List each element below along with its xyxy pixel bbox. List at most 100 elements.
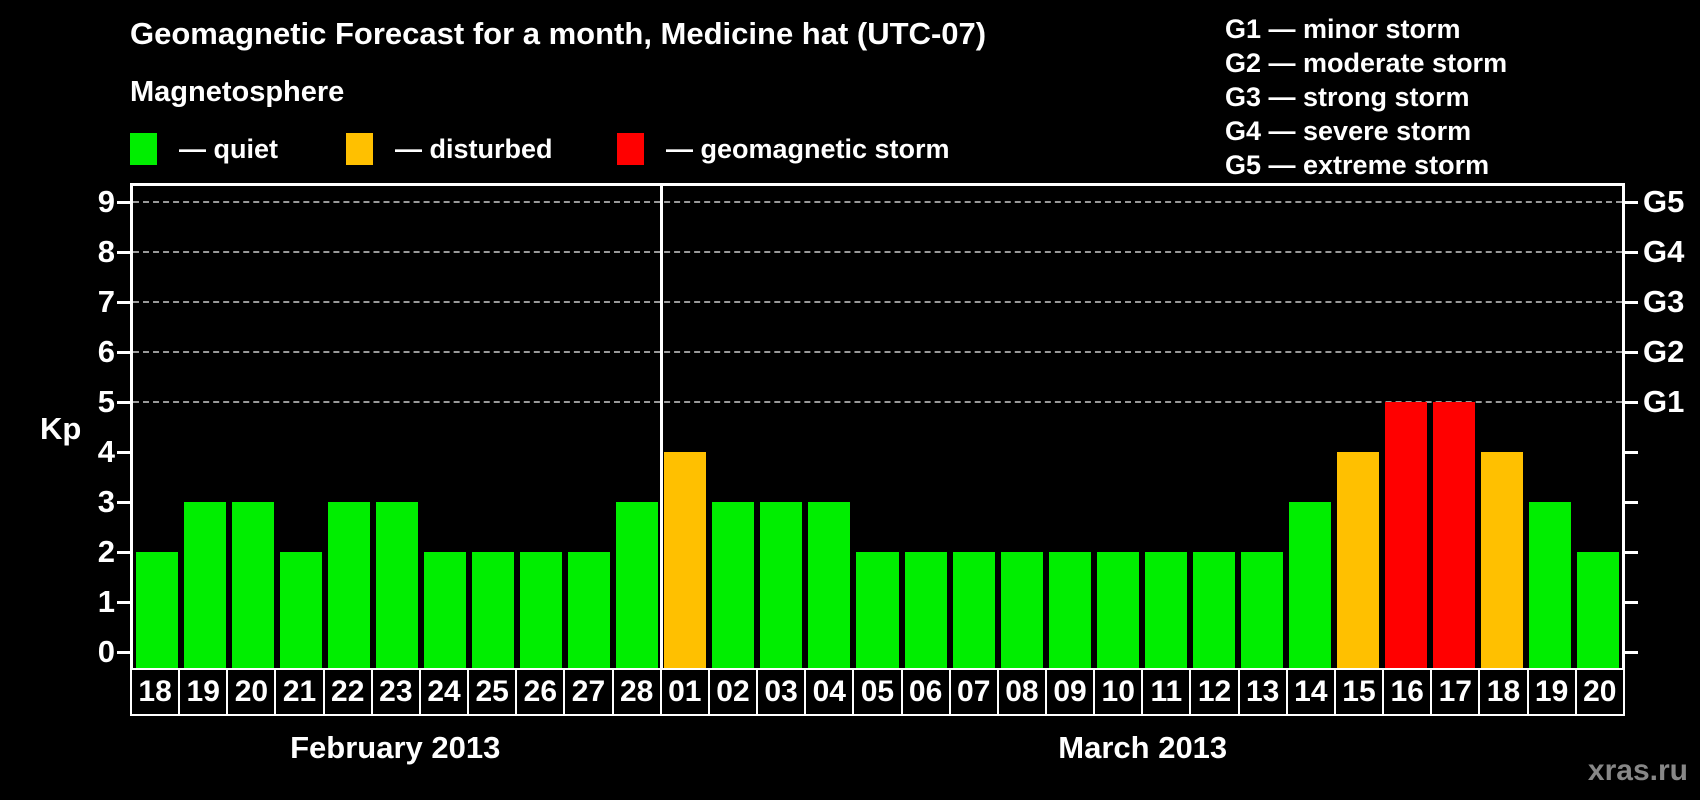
month-boundary-line — [659, 186, 663, 668]
day-axis-row: 18 19 20 21 22 23 24 25 26 27 28 01 02 03 04 05 06 07 08 09… — [130, 668, 1625, 716]
y-tick-label: 3 — [97, 484, 115, 519]
day-label-cell: 07 — [948, 668, 999, 716]
day-label-cell: 19 — [178, 668, 229, 716]
legend-item-disturbed: — disturbed — [346, 133, 553, 165]
kp-bar — [1240, 552, 1283, 668]
plot-area — [130, 183, 1625, 668]
y-axis-tick-right — [1625, 551, 1638, 554]
day-label-cell: 28 — [611, 668, 662, 716]
y-axis-tick-left — [117, 351, 130, 354]
kp-bar — [424, 552, 467, 668]
day-label-cell: 24 — [418, 668, 470, 716]
day-label-cell: 22 — [322, 668, 373, 716]
kp-bar — [1192, 552, 1235, 668]
y-axis-tick-left — [117, 551, 130, 554]
day-label-cell: 18 — [130, 668, 181, 716]
y-axis-tick-right — [1625, 251, 1638, 254]
y-tick-label: 8 — [97, 234, 115, 269]
kp-bar — [1096, 552, 1139, 668]
storm-scale-g2: G2 — moderate storm — [1225, 48, 1508, 78]
page-title: Geomagnetic Forecast for a month, Medici… — [130, 16, 987, 51]
day-label-cell: 01 — [659, 668, 710, 716]
day-label-cell: 09 — [1044, 668, 1096, 716]
y-axis-tick-right — [1625, 601, 1638, 604]
day-label-cell: 06 — [900, 668, 951, 716]
kp-gridline — [133, 301, 1622, 303]
y-tick-label: 1 — [97, 584, 115, 619]
kp-bar — [664, 452, 707, 668]
kp-gridline — [133, 201, 1622, 203]
kp-bar — [1336, 452, 1379, 668]
legend-item-quiet: — quiet — [130, 133, 278, 165]
y-axis-tick-left — [117, 501, 130, 504]
g-scale-axis-label: G1 — [1643, 384, 1685, 419]
y-axis-tick-left — [117, 651, 130, 654]
legend-label-quiet: — quiet — [179, 133, 278, 164]
quiet-color-swatch — [130, 133, 157, 165]
kp-bar — [1576, 552, 1619, 668]
y-tick-label: 5 — [97, 384, 115, 419]
kp-bar — [472, 552, 515, 668]
day-label-cell: 13 — [1237, 668, 1288, 716]
day-label-cell: 23 — [370, 668, 421, 716]
day-label-cell: 27 — [563, 668, 614, 716]
day-label-cell: 25 — [467, 668, 518, 716]
kp-bar — [136, 552, 179, 668]
y-tick-label: 2 — [97, 534, 115, 569]
kp-bar — [712, 502, 755, 668]
kp-bar — [904, 552, 947, 668]
y-axis-tick-left — [117, 401, 130, 404]
y-axis-tick-left — [117, 301, 130, 304]
kp-bar — [1480, 452, 1523, 668]
y-axis-tick-left — [117, 251, 130, 254]
y-axis-tick-right — [1625, 451, 1638, 454]
kp-gridline — [133, 251, 1622, 253]
kp-bar — [616, 502, 659, 668]
day-label-cell: 05 — [852, 668, 903, 716]
legend-item-storm: — geomagnetic storm — [617, 133, 950, 165]
storm-scale-legend: G1 — minor storm G2 — moderate storm G3 … — [1225, 12, 1507, 182]
y-axis-tick-left — [117, 451, 130, 454]
g-scale-axis-label: G5 — [1643, 184, 1685, 219]
storm-scale-g4: G4 — severe storm — [1225, 116, 1472, 146]
storm-scale-g1: G1 — minor storm — [1225, 14, 1461, 44]
y-axis-tick-left — [117, 601, 130, 604]
kp-bar — [328, 502, 371, 668]
kp-bar — [760, 502, 803, 668]
kp-bar — [1432, 402, 1475, 668]
kp-bar — [1288, 502, 1331, 668]
y-axis-tick-right — [1625, 351, 1638, 354]
y-axis-tick-left — [117, 201, 130, 204]
kp-bar — [280, 552, 323, 668]
legend-label-disturbed: — disturbed — [395, 133, 553, 164]
y-tick-label: 6 — [97, 334, 115, 369]
y-tick-label: 4 — [97, 434, 115, 469]
month-label: February 2013 — [290, 730, 501, 765]
month-label: March 2013 — [1058, 730, 1228, 765]
day-label-cell: 20 — [226, 668, 277, 716]
day-label-cell: 08 — [996, 668, 1047, 716]
y-axis-tick-right — [1625, 651, 1638, 654]
y-axis-tick-right — [1625, 401, 1638, 404]
y-tick-label: 7 — [97, 284, 115, 319]
day-label-cell: 26 — [515, 668, 566, 716]
g-scale-axis-label: G4 — [1643, 234, 1685, 269]
day-label-cell: 20 — [1574, 668, 1625, 716]
kp-bar — [568, 552, 611, 668]
kp-bar — [1048, 552, 1091, 668]
day-label-cell: 21 — [274, 668, 325, 716]
day-label-cell: 14 — [1285, 668, 1336, 716]
day-label-cell: 10 — [1093, 668, 1144, 716]
y-axis-tick-right — [1625, 301, 1638, 304]
disturbed-color-swatch — [346, 133, 373, 165]
day-label-cell: 15 — [1333, 668, 1385, 716]
day-label-cell: 18 — [1478, 668, 1529, 716]
kp-bar — [1000, 552, 1043, 668]
kp-bar — [1144, 552, 1187, 668]
g-scale-axis-label: G3 — [1643, 284, 1685, 319]
kp-bar — [232, 502, 275, 668]
storm-scale-g3: G3 — strong storm — [1225, 82, 1470, 112]
watermark: xras.ru — [1587, 754, 1688, 787]
y-axis-tick-right — [1625, 201, 1638, 204]
